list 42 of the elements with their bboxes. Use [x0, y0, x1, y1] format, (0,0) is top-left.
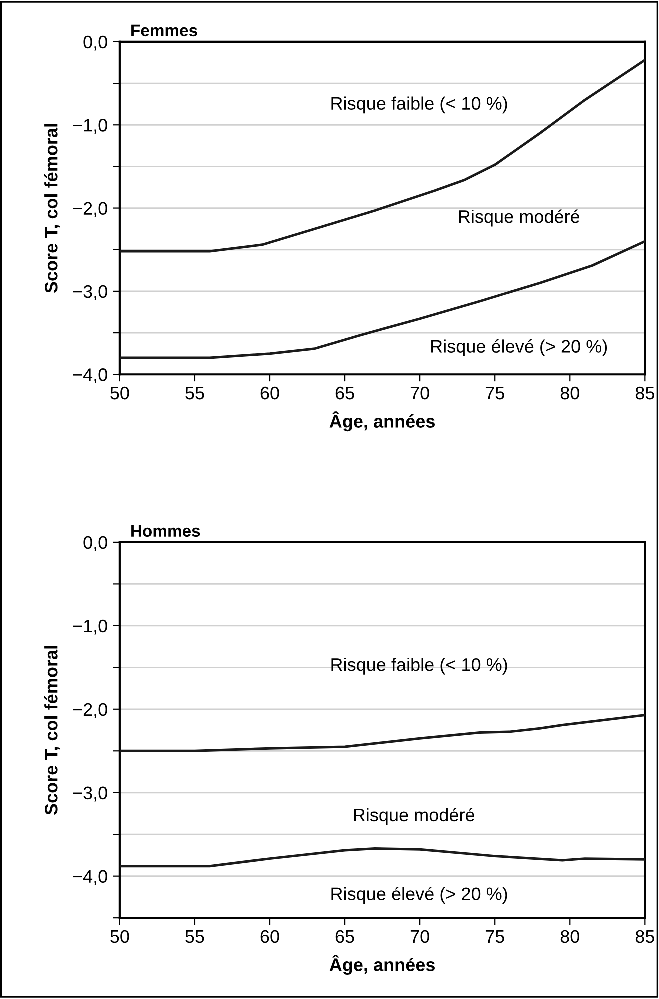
x-tick-label: 60 [260, 930, 280, 944]
x-tick-label: 70 [410, 386, 430, 400]
line-series [120, 714, 646, 752]
x-tick-label: 50 [110, 930, 130, 944]
line-series [120, 848, 646, 868]
x-tick-label: 65 [336, 930, 354, 944]
y-tick-label: −1,0 [73, 620, 108, 635]
x-tick-label: 70 [410, 930, 430, 944]
annotation: Risque modéré [459, 210, 580, 227]
x-axis-title: Âge, années [330, 955, 435, 976]
y-tick-label: 0,0 [84, 536, 108, 552]
annotation: Risque élevé (> 20 %) [432, 339, 608, 357]
x-tick-label: 80 [560, 930, 580, 944]
y-tick-label: −4,0 [73, 870, 108, 886]
y-axis-title: Score T, col fémoral [44, 646, 60, 816]
y-tick-label: −3,0 [73, 786, 108, 802]
y-tick-label: −1,0 [73, 119, 108, 134]
x-tick-label: 65 [336, 386, 354, 400]
x-tick-label: 75 [486, 387, 504, 400]
x-tick-label: 50 [110, 386, 130, 400]
x-tick-label: 85 [636, 386, 654, 400]
chart-title: Hommes [132, 525, 200, 538]
x-tick-label: 75 [486, 930, 504, 944]
annotation: Risque élevé (> 20 %) [332, 887, 508, 904]
y-tick-label: −4,0 [73, 368, 108, 384]
annotation: Risque faible (< 10 %) [332, 96, 508, 114]
chart-title: Femmes [132, 24, 198, 37]
x-tick-label: 55 [186, 387, 204, 400]
y-tick-label: −3,0 [73, 285, 108, 300]
y-axis-title: Score T, col fémoral [44, 124, 60, 294]
y-tick-label: −2,0 [73, 202, 108, 218]
x-tick-label: 80 [560, 386, 580, 400]
x-axis-title: Âge, années [330, 412, 435, 432]
annotation: Risque faible (< 10 %) [332, 658, 508, 675]
line-series [120, 240, 646, 360]
x-tick-label: 55 [186, 930, 204, 944]
x-tick-label: 85 [636, 930, 654, 944]
annotation: Risque modéré [354, 808, 474, 826]
y-tick-label: 0,0 [84, 36, 108, 51]
y-tick-label: −2,0 [73, 703, 108, 718]
x-tick-label: 60 [260, 386, 280, 400]
line-series [120, 59, 646, 253]
